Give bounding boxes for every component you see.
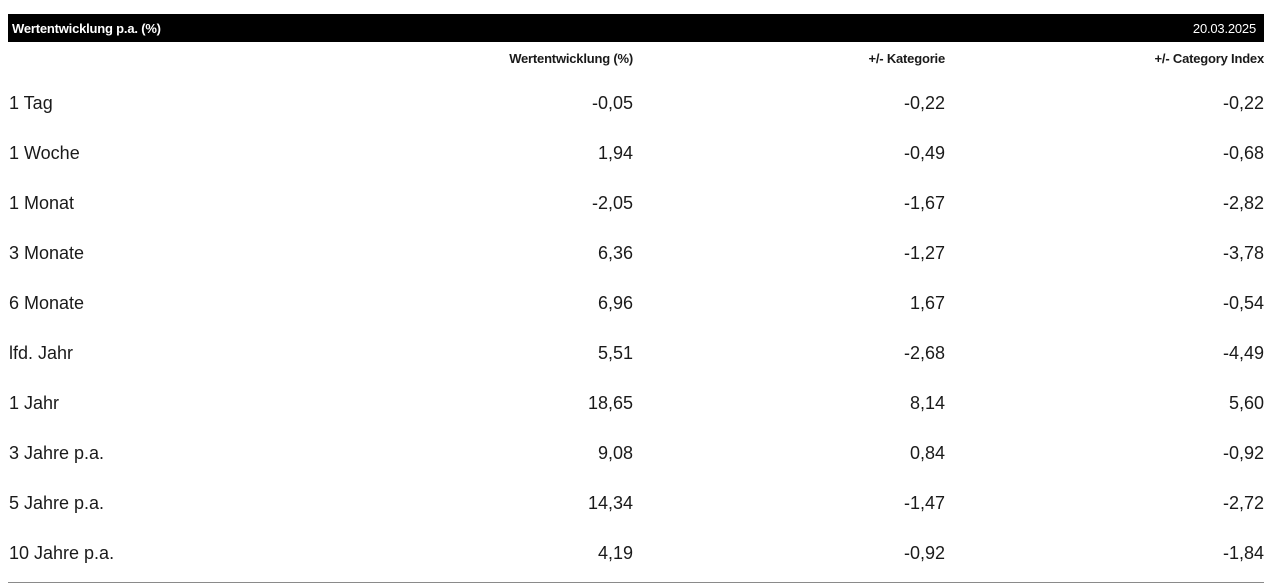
vs-category-value: 0,84: [909, 442, 945, 463]
table-row: 1 Woche 1,94 -0,49 -0,68: [8, 128, 1264, 178]
table-row: 10 Jahre p.a. 4,19 -0,92 -1,84: [8, 528, 1264, 578]
vs-category-index-value: -0,68: [1222, 142, 1264, 163]
vs-category-value: -0,92: [903, 542, 945, 563]
vs-category-index-value: -3,78: [1222, 242, 1264, 263]
vs-category-value: 8,14: [909, 392, 945, 413]
performance-value: 6,96: [597, 292, 633, 313]
performance-value: 5,51: [597, 342, 633, 363]
period-label: 5 Jahre p.a.: [9, 492, 105, 513]
table-row: 3 Monate 6,36 -1,27 -3,78: [8, 228, 1264, 278]
column-header-vs-category-index: +/- Category Index: [1154, 50, 1265, 66]
performance-value: 18,65: [587, 392, 633, 413]
period-label: 1 Tag: [9, 92, 53, 113]
performance-panel: Wertentwicklung p.a. (%) 20.03.2025 Wert…: [8, 14, 1264, 583]
header-bar: Wertentwicklung p.a. (%) 20.03.2025: [8, 14, 1264, 42]
performance-value: 9,08: [597, 442, 633, 463]
column-header-period: [8, 42, 308, 78]
table-row: 1 Monat -2,05 -1,67 -2,82: [8, 178, 1264, 228]
vs-category-index-value: 5,60: [1228, 392, 1264, 413]
column-header-performance: Wertentwicklung (%): [509, 50, 633, 66]
period-label: lfd. Jahr: [9, 342, 74, 363]
table-row: 6 Monate 6,96 1,67 -0,54: [8, 278, 1264, 328]
vs-category-value: -1,27: [903, 242, 945, 263]
vs-category-value: -1,67: [903, 192, 945, 213]
performance-value: -0,05: [591, 92, 633, 113]
period-label: 10 Jahre p.a.: [9, 542, 115, 563]
performance-value: 4,19: [597, 542, 633, 563]
vs-category-index-value: -2,82: [1222, 192, 1264, 213]
vs-category-value: -0,22: [903, 92, 945, 113]
vs-category-value: -0,49: [903, 142, 945, 163]
performance-value: 14,34: [587, 492, 633, 513]
performance-value: 6,36: [597, 242, 633, 263]
period-label: 3 Monate: [9, 242, 85, 263]
period-label: 6 Monate: [9, 292, 85, 313]
vs-category-index-value: -4,49: [1222, 342, 1264, 363]
period-label: 3 Jahre p.a.: [9, 442, 105, 463]
as-of-date: 20.03.2025: [1192, 20, 1256, 36]
vs-category-index-value: -1,84: [1222, 542, 1264, 563]
performance-value: 1,94: [597, 142, 633, 163]
performance-value: -2,05: [591, 192, 633, 213]
table-header-row: Wertentwicklung (%) +/- Kategorie +/- Ca…: [8, 42, 1264, 78]
vs-category-index-value: -0,54: [1222, 292, 1264, 313]
performance-table: Wertentwicklung (%) +/- Kategorie +/- Ca…: [8, 42, 1264, 578]
vs-category-value: -2,68: [903, 342, 945, 363]
table-row: 3 Jahre p.a. 9,08 0,84 -0,92: [8, 428, 1264, 478]
vs-category-value: 1,67: [909, 292, 945, 313]
vs-category-index-value: -2,72: [1222, 492, 1264, 513]
vs-category-value: -1,47: [903, 492, 945, 513]
table-row: 5 Jahre p.a. 14,34 -1,47 -2,72: [8, 478, 1264, 528]
table-row: 1 Jahr 18,65 8,14 5,60: [8, 378, 1264, 428]
vs-category-index-value: -0,92: [1222, 442, 1264, 463]
table-row: lfd. Jahr 5,51 -2,68 -4,49: [8, 328, 1264, 378]
table-row: 1 Tag -0,05 -0,22 -0,22: [8, 78, 1264, 128]
vs-category-index-value: -0,22: [1222, 92, 1264, 113]
period-label: 1 Jahr: [9, 392, 60, 413]
column-header-vs-category: +/- Kategorie: [868, 50, 945, 66]
panel-title: Wertentwicklung p.a. (%): [12, 20, 161, 36]
period-label: 1 Monat: [9, 192, 75, 213]
period-label: 1 Woche: [9, 142, 80, 163]
